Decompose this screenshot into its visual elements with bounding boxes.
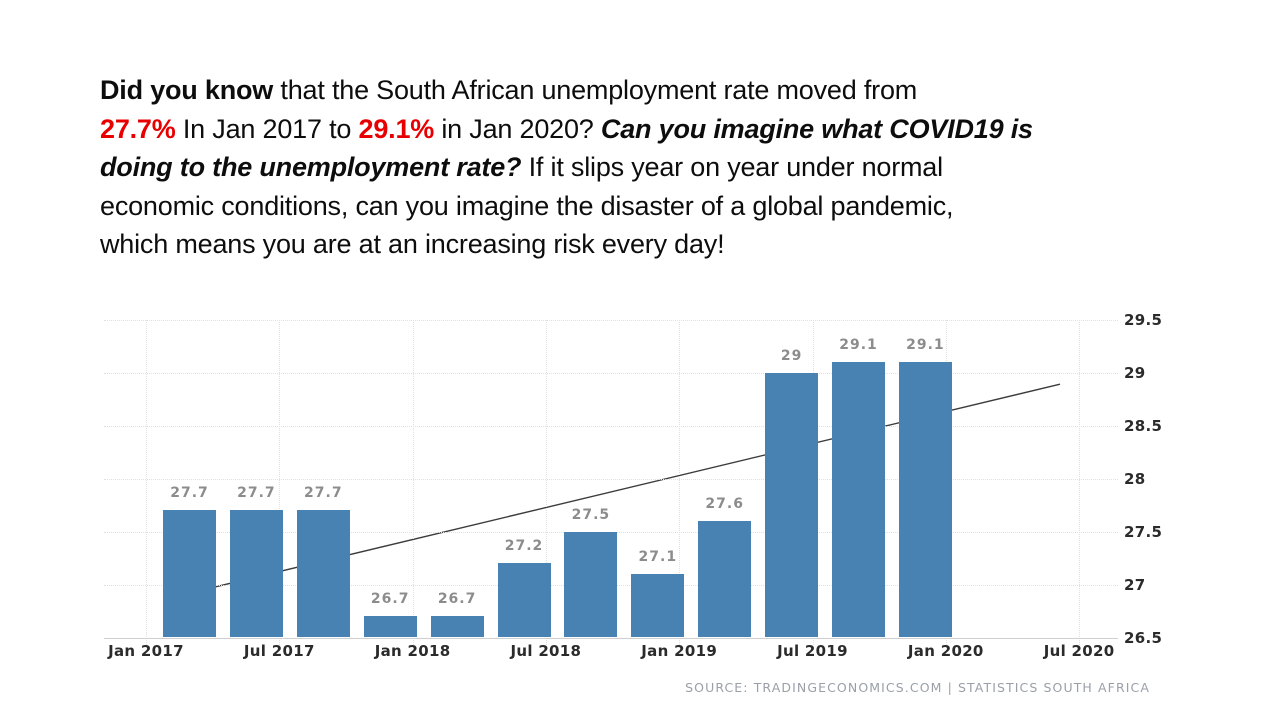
x-axis-tick-label: Jan 2018 (374, 642, 451, 660)
text-segment-normal: In Jan 2017 to (175, 113, 359, 144)
text-segment-normal: in Jan 2020? (434, 113, 601, 144)
text-segment-red: 29.1% (358, 113, 435, 144)
paragraph-line: which means you are at an increasing ris… (100, 225, 1160, 264)
bar-value-label: 27.6 (705, 495, 744, 512)
text-segment-red: 27.7% (100, 113, 176, 144)
bar (765, 372, 819, 637)
y-axis-tick-label: 27.5 (1124, 522, 1163, 541)
bar-value-label: 27.2 (504, 538, 544, 555)
paragraph-line: Did you know that the South African unem… (100, 71, 1160, 110)
y-axis-tick-label: 29.5 (1124, 310, 1163, 329)
text-segment-normal: If it slips year on year under normal (521, 152, 943, 182)
text-segment-normal: which means you are at an increasing ris… (100, 229, 725, 259)
x-axis-tick-label: Jan 2020 (907, 642, 984, 660)
x-axis-tick-label: Jul 2017 (243, 642, 315, 660)
bar-value-label: 29.1 (839, 336, 878, 353)
bar (497, 563, 551, 637)
y-axis-tick-label: 29 (1124, 363, 1146, 382)
y-gridline (104, 319, 1118, 321)
bar-value-label: 29.1 (906, 336, 945, 353)
bar-value-label: 26.7 (437, 591, 477, 608)
x-gridline (545, 319, 547, 645)
text-segment-normal: that the South African unemployment rate… (273, 75, 918, 105)
slide-text: Did you know that the South African unem… (100, 71, 1160, 264)
bar (832, 361, 885, 637)
text-segment-bold-italic: Can you imagine what COVID19 is (600, 113, 1033, 144)
y-gridline (104, 372, 1118, 374)
bar (631, 573, 685, 637)
bar (229, 510, 283, 637)
y-axis-tick-label: 28 (1124, 469, 1146, 488)
y-gridline (104, 478, 1118, 480)
x-axis-line (104, 637, 1118, 639)
x-axis-tick-label: Jan 2017 (108, 642, 184, 660)
y-axis-tick-label: 28.5 (1124, 416, 1163, 435)
bar (698, 520, 752, 637)
bar-value-label: 27.7 (237, 485, 276, 502)
y-axis-tick-label: 27 (1124, 575, 1146, 594)
text-segment-bold-italic: doing to the unemployment rate? (100, 152, 522, 182)
x-axis-tick-label: Jul 2018 (510, 642, 582, 660)
x-gridline (679, 319, 681, 645)
bar-value-label: 26.7 (370, 591, 410, 608)
paragraph-line: economic conditions, can you imagine the… (100, 187, 1160, 226)
paragraph-line: 27.7% In Jan 2017 to 29.1% in Jan 2020? … (100, 110, 1160, 149)
bar (430, 616, 484, 637)
chart-source-attribution: SOURCE: TRADINGECONOMICS.COM | STATISTIC… (685, 680, 1150, 695)
x-axis-tick-label: Jul 2020 (1043, 642, 1115, 660)
bar-value-label: 27.7 (304, 485, 343, 502)
x-gridline (1079, 319, 1081, 645)
x-gridline (146, 319, 147, 645)
bar (296, 510, 350, 637)
bar (363, 616, 417, 637)
x-axis-tick-label: Jan 2019 (641, 642, 718, 660)
bar (163, 510, 216, 637)
y-gridline (104, 425, 1118, 427)
text-segment-normal: economic conditions, can you imagine the… (100, 190, 954, 221)
bar-value-label: 27.5 (571, 506, 611, 523)
x-axis-tick-label: Jul 2019 (777, 642, 848, 660)
bar-value-label: 27.1 (638, 548, 678, 565)
paragraph-line: doing to the unemployment rate? If it sl… (100, 148, 1160, 187)
x-gridline (412, 319, 414, 645)
text-segment-bold: Did you know (100, 75, 274, 105)
bar-value-label: 27.7 (170, 485, 209, 502)
bar (564, 531, 618, 637)
bar (898, 361, 952, 637)
y-axis-tick-label: 26.5 (1124, 628, 1163, 647)
x-gridline (279, 319, 281, 645)
bar-value-label: 29 (780, 347, 803, 364)
